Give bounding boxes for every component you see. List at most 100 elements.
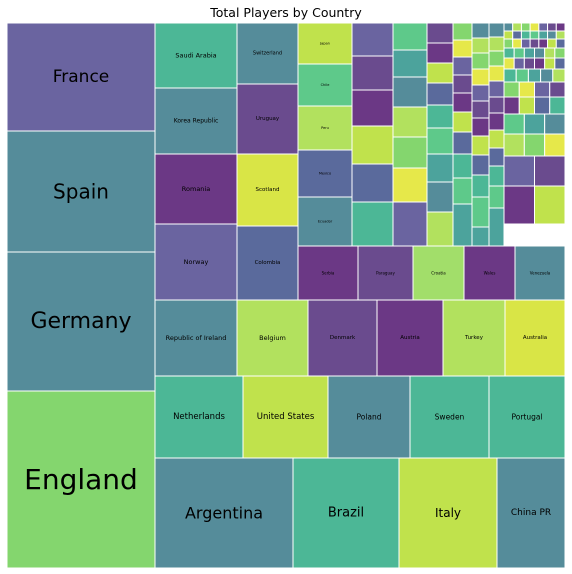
tile-label: Netherlands bbox=[173, 412, 225, 422]
tile-label: Chile bbox=[321, 83, 330, 87]
small-tile bbox=[503, 113, 525, 135]
tile-label: Japan bbox=[319, 42, 330, 46]
tile-label: Ecuador bbox=[318, 220, 333, 224]
small-tile bbox=[552, 68, 565, 83]
treemap-tile bbox=[297, 149, 353, 198]
tile-label: Italy bbox=[435, 506, 461, 520]
tile-label: Mexico bbox=[319, 172, 331, 176]
treemap-tile bbox=[154, 223, 238, 301]
treemap-tile bbox=[504, 299, 565, 377]
small-tile bbox=[544, 113, 565, 135]
treemap-tile bbox=[357, 245, 414, 301]
small-tile bbox=[544, 57, 556, 70]
small-tile bbox=[503, 23, 514, 32]
small-tile bbox=[523, 47, 535, 59]
small-tile bbox=[488, 185, 505, 209]
small-tile bbox=[426, 23, 454, 44]
tile-label: China PR bbox=[511, 508, 551, 518]
small-tile bbox=[503, 81, 520, 98]
tile-label: Poland bbox=[356, 413, 381, 422]
small-tile bbox=[452, 153, 473, 179]
tile-label: Croatia bbox=[431, 271, 446, 276]
small-tile bbox=[426, 211, 454, 247]
treemap-tile bbox=[376, 299, 444, 377]
small-tile bbox=[512, 23, 522, 32]
small-tile bbox=[392, 76, 428, 108]
small-tile bbox=[503, 30, 514, 40]
small-tile bbox=[471, 154, 490, 176]
small-tile bbox=[471, 196, 490, 228]
small-tile bbox=[554, 47, 565, 59]
treemap-tile bbox=[236, 225, 299, 301]
small-tile bbox=[538, 38, 549, 49]
small-tile bbox=[351, 55, 394, 91]
small-tile bbox=[538, 30, 549, 40]
small-tile bbox=[503, 185, 535, 225]
small-tile bbox=[544, 133, 565, 157]
tile-label: Portugal bbox=[511, 413, 542, 422]
small-tile bbox=[555, 38, 565, 49]
treemap-tile bbox=[488, 375, 565, 459]
small-tile bbox=[426, 181, 454, 213]
treemap-tile bbox=[307, 299, 378, 377]
small-tile bbox=[515, 68, 529, 83]
treemap-tile bbox=[463, 245, 516, 301]
small-tile bbox=[471, 117, 490, 137]
small-tile bbox=[513, 47, 525, 59]
treemap-tile bbox=[154, 23, 238, 89]
treemap-tile bbox=[154, 457, 294, 568]
tile-label: Denmark bbox=[330, 335, 356, 341]
small-tile bbox=[503, 96, 520, 115]
tile-label: Colombia bbox=[255, 260, 281, 266]
small-tile bbox=[471, 100, 490, 119]
small-tile bbox=[529, 38, 540, 49]
tile-label: Scotland bbox=[256, 187, 280, 193]
treemap-tile bbox=[236, 153, 299, 227]
small-tile bbox=[512, 30, 522, 40]
small-tile bbox=[534, 96, 551, 115]
small-tile bbox=[554, 57, 565, 70]
small-tile bbox=[471, 52, 490, 70]
small-tile bbox=[488, 165, 505, 187]
small-tile bbox=[471, 135, 490, 156]
small-tile bbox=[426, 153, 454, 183]
tile-label: Peru bbox=[321, 126, 329, 130]
small-tile bbox=[523, 57, 535, 70]
small-tile bbox=[488, 23, 505, 38]
small-tile bbox=[471, 174, 490, 198]
small-tile bbox=[488, 129, 505, 149]
small-tile bbox=[426, 127, 454, 155]
small-tile bbox=[351, 163, 394, 203]
small-tile bbox=[488, 36, 505, 52]
small-tile bbox=[503, 47, 515, 59]
small-tile bbox=[351, 201, 394, 247]
treemap-tile bbox=[496, 457, 565, 568]
small-tile bbox=[488, 96, 505, 114]
small-tile bbox=[426, 62, 454, 84]
tile-label: Norway bbox=[184, 258, 209, 266]
small-tile bbox=[503, 38, 514, 49]
small-tile bbox=[488, 147, 505, 167]
small-tile bbox=[488, 50, 505, 67]
small-tile bbox=[351, 125, 394, 165]
small-tile bbox=[392, 167, 428, 203]
small-tile bbox=[351, 89, 394, 127]
small-tile bbox=[452, 131, 473, 155]
tile-label: Brazil bbox=[328, 506, 364, 521]
small-tile bbox=[452, 111, 473, 133]
tile-label: Romania bbox=[182, 185, 210, 193]
small-tile bbox=[503, 57, 515, 70]
small-tile bbox=[452, 92, 473, 113]
small-tile bbox=[512, 38, 522, 49]
tile-label: Australia bbox=[523, 335, 547, 341]
treemap-chart: England Germany Spain France Argentina Brazil… bbox=[7, 23, 565, 568]
tile-label: Venezuela bbox=[530, 271, 551, 276]
small-tile bbox=[351, 23, 394, 57]
treemap-tile bbox=[236, 23, 299, 85]
small-tile bbox=[523, 133, 546, 157]
treemap-tile bbox=[297, 105, 353, 151]
small-tile bbox=[547, 30, 557, 40]
small-tile bbox=[488, 112, 505, 131]
small-tile bbox=[471, 37, 490, 54]
treemap-tile bbox=[409, 375, 490, 459]
